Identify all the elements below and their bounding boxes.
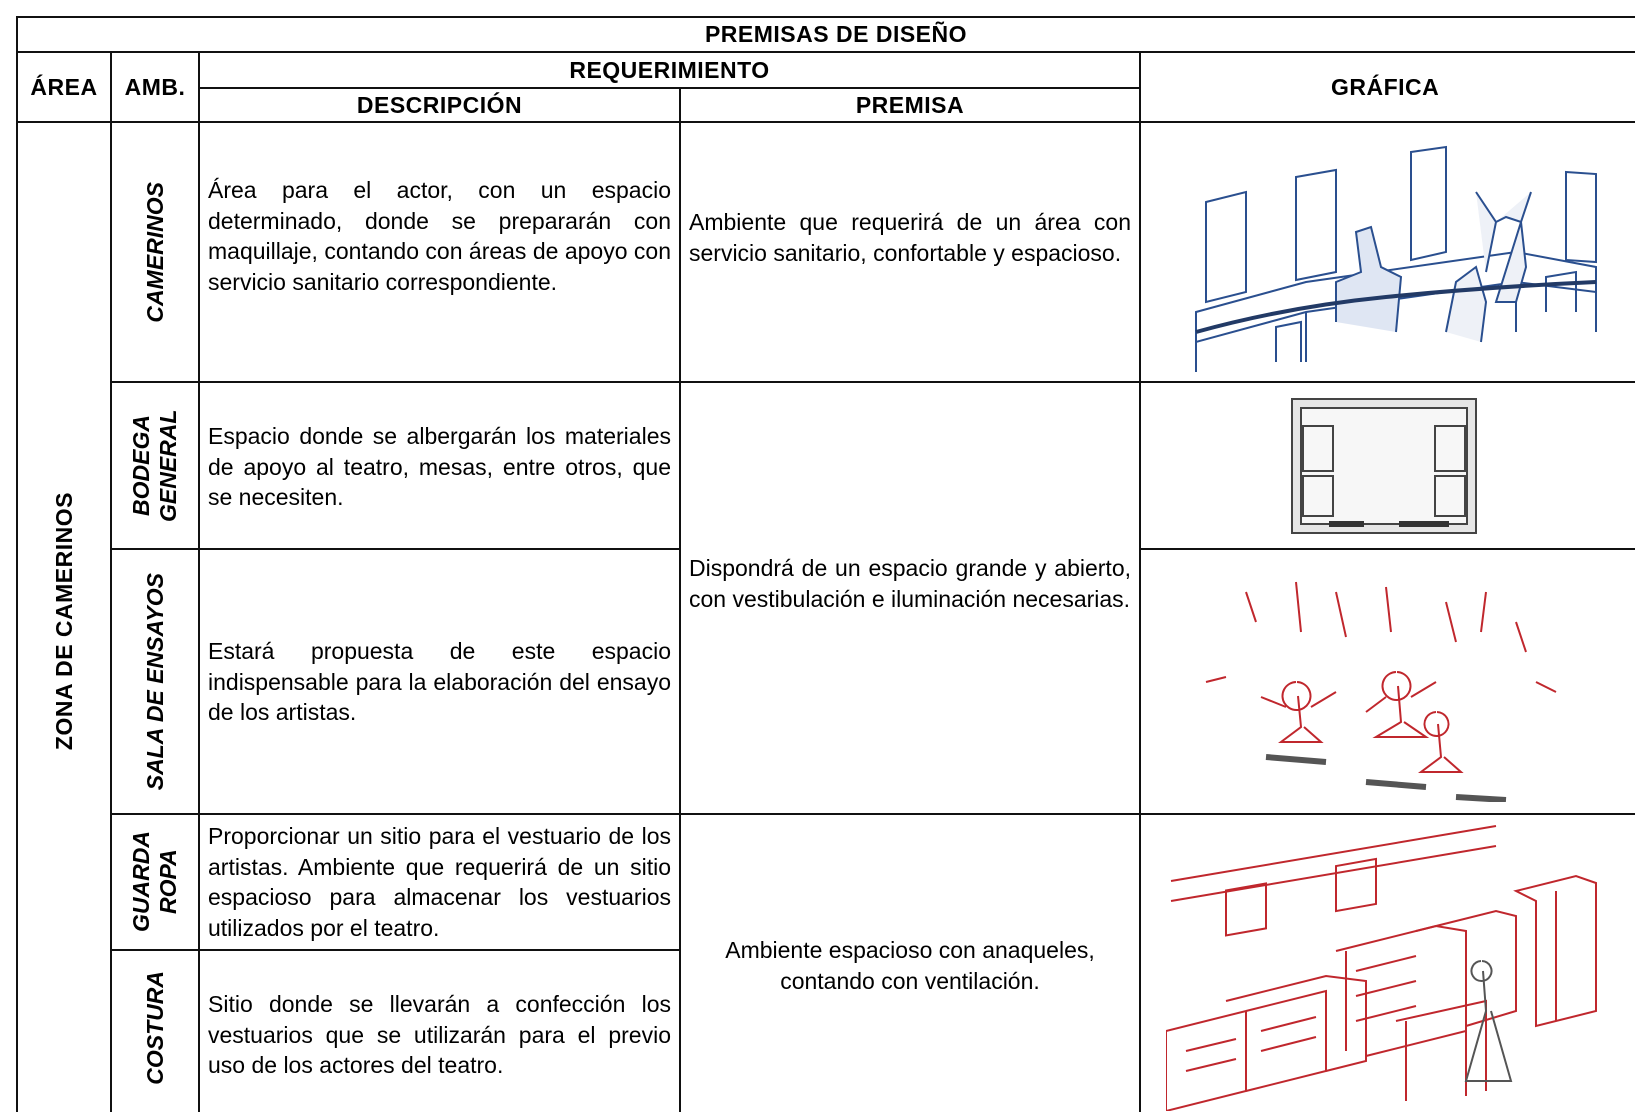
title: PREMISAS DE DISEÑO [704,21,968,47]
header-requerimiento: REQUERIMIENTO [569,56,770,83]
header-amb: AMB. [124,73,186,100]
amb-cell: SALA DE ENSAYOS [110,548,200,815]
header-descripcion: DESCRIPCIÓN [356,91,523,118]
wardrobe-sketch [1166,825,1597,1111]
area-label: ZONA DE CAMERINOS [50,491,77,751]
desc-cell: Sitio donde se llevarán a confección los… [198,949,681,1112]
header-cell: GRÁFICA [1139,51,1635,123]
graphic-cell [1139,548,1635,815]
header-cell: REQUERIMIENTO [198,51,1141,89]
amb-cell: BODEGA GENERAL [110,381,200,550]
header-cell: AMB. [110,51,200,123]
amb-cell: CAMERINOS [110,121,200,383]
dressing-room-sketch [1195,145,1597,372]
header-cell: PREMISA [679,87,1141,123]
amb-label: GUARDA ROPA [128,831,181,933]
descripcion: Estará propuesta de este espacio indispe… [208,638,671,725]
desc-cell: Espacio donde se albergarán los material… [198,381,681,550]
descripcion: Sitio donde se llevarán a confección los… [208,991,671,1078]
premisa-cell: Dispondrá de un espacio grande y abierto… [679,381,1141,815]
header-cell: ÁREA [16,51,112,123]
desc-cell: Área para el actor, con un espacio deter… [198,121,681,383]
amb-label: CAMERINOS [141,181,168,323]
amb-cell: COSTURA [110,949,200,1112]
header-premisa: PREMISA [855,91,965,118]
descripcion: Proporcionar un sitio para el vestuario … [208,823,671,941]
amb-label: BODEGA GENERAL [128,409,181,522]
storage-plan-sketch [1291,397,1477,534]
amb-label: SALA DE ENSAYOS [141,572,168,791]
descripcion: Espacio donde se albergarán los material… [208,423,671,510]
header-grafica: GRÁFICA [1331,73,1440,100]
amb-cell: GUARDA ROPA [110,813,200,951]
amb-label: COSTURA [141,971,168,1085]
graphic-cell [1139,813,1635,1112]
area-cell: ZONA DE CAMERINOS [16,121,112,1112]
header-cell: DESCRIPCIÓN [198,87,681,123]
premisa: Ambiente que requerirá de un área con se… [689,209,1131,266]
desc-cell: Estará propuesta de este espacio indispe… [198,548,681,815]
rehearsal-sketch [1205,581,1557,802]
header-area: ÁREA [30,73,98,100]
premisa-cell: Ambiente espacioso con anaqueles, contan… [679,813,1141,1112]
premisa-cell: Ambiente que requerirá de un área con se… [679,121,1141,383]
desc-cell: Proporcionar un sitio para el vestuario … [198,813,681,951]
graphic-cell [1139,381,1635,550]
title-cell: PREMISAS DE DISEÑO [16,16,1635,53]
premisa: Dispondrá de un espacio grande y abierto… [689,555,1131,612]
premisa: Ambiente espacioso con anaqueles, contan… [725,937,1095,994]
graphic-cell [1139,121,1635,383]
descripcion: Área para el actor, con un espacio deter… [208,177,671,295]
